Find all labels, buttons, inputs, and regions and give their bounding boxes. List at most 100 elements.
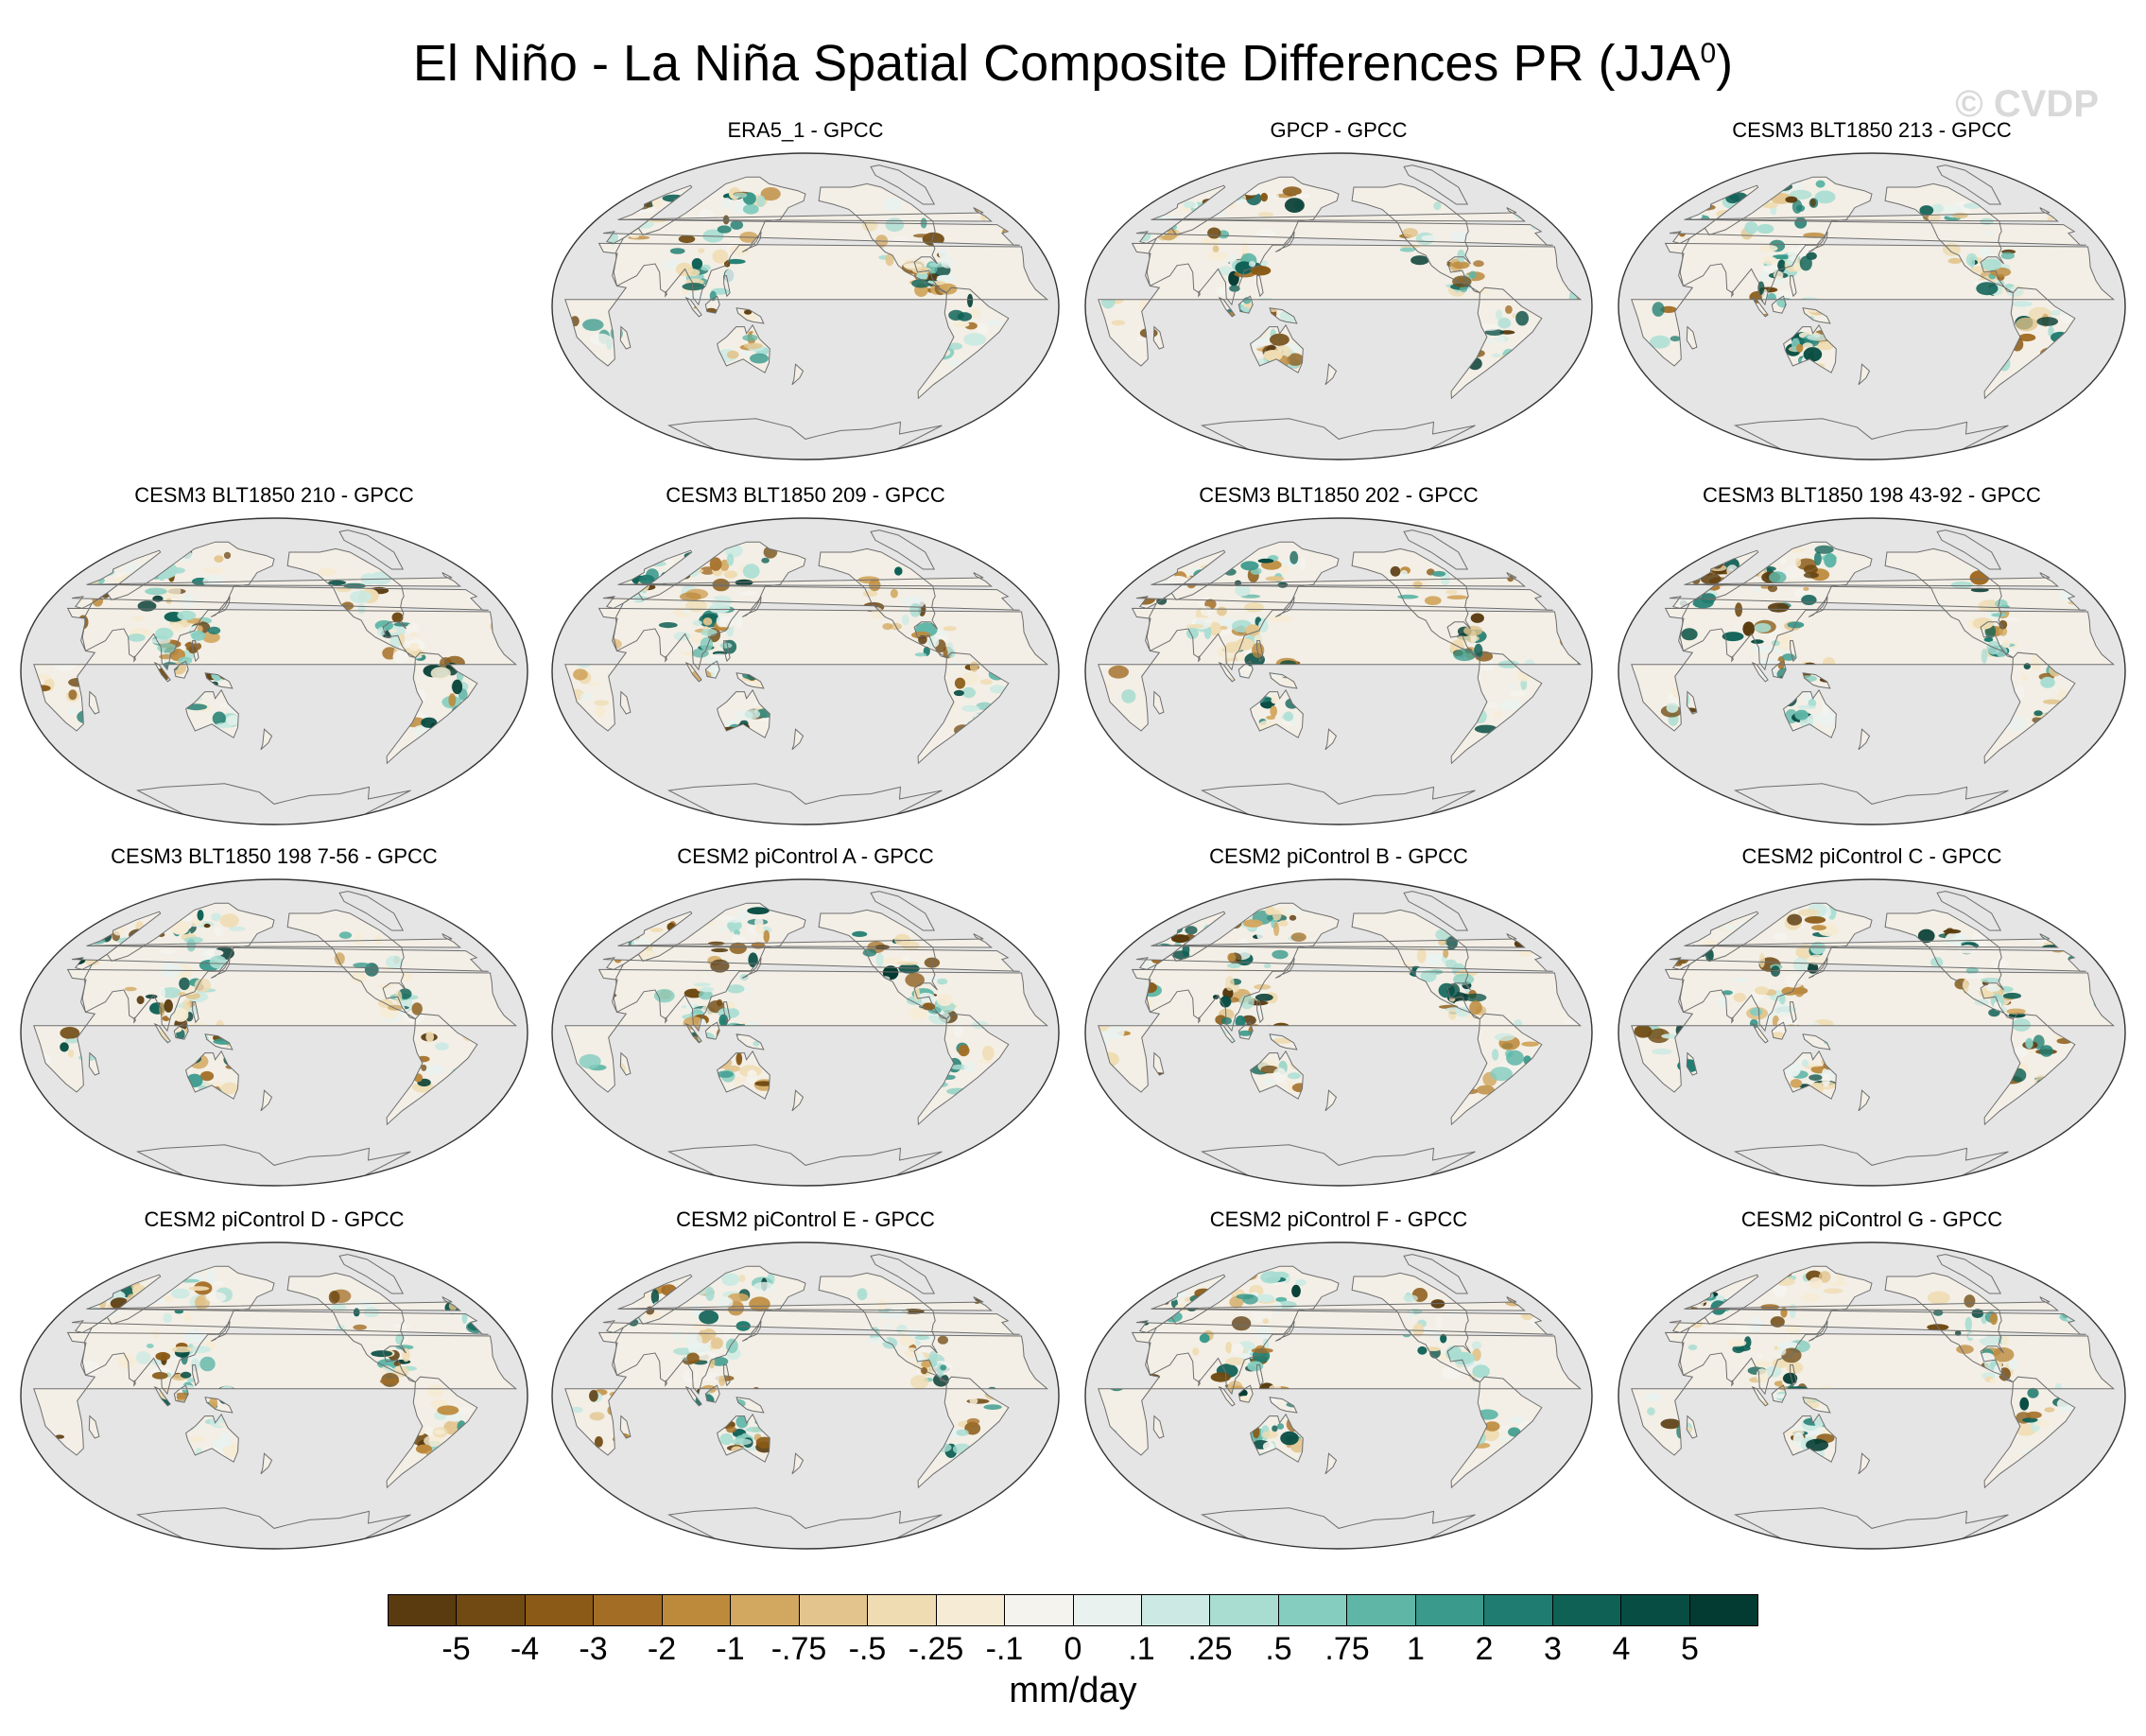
map-outline bbox=[551, 1241, 1060, 1550]
colorbar-box bbox=[799, 1595, 869, 1625]
colorbar-tick-label: 3 bbox=[1544, 1631, 1562, 1667]
coastline bbox=[1983, 1013, 2076, 1126]
world-map bbox=[551, 1241, 1060, 1550]
coastline bbox=[1351, 909, 1480, 1020]
coastline bbox=[1256, 275, 1264, 298]
coastline bbox=[613, 176, 806, 306]
panel-title: CESM3 BLT1850 209 - GPCC bbox=[666, 483, 945, 507]
coastline bbox=[818, 1272, 947, 1383]
coastline bbox=[666, 1144, 943, 1186]
coastline bbox=[1686, 1415, 1698, 1439]
land-japan bbox=[1809, 957, 1828, 979]
coastline bbox=[1351, 547, 1480, 659]
world-map bbox=[1618, 152, 2126, 460]
coastline bbox=[1783, 1050, 1837, 1100]
map-outline bbox=[1618, 152, 2126, 460]
coastline bbox=[791, 1452, 805, 1475]
coastline bbox=[1808, 231, 1828, 252]
colorbar-box bbox=[731, 1595, 800, 1625]
colorbar-tick-label: -.1 bbox=[985, 1631, 1024, 1667]
coastline bbox=[1200, 418, 1476, 460]
coastline bbox=[1669, 911, 2086, 972]
map-outline bbox=[1084, 878, 1593, 1187]
coastline bbox=[666, 418, 943, 460]
coastline bbox=[81, 1265, 275, 1396]
colorbar bbox=[388, 1594, 1758, 1626]
coastline bbox=[135, 1144, 411, 1186]
coastline bbox=[1731, 1380, 1734, 1387]
coastline bbox=[1733, 418, 2009, 460]
land-nz bbox=[1324, 1090, 1337, 1111]
map-panel: CESM2 piControl C - GPCC bbox=[1607, 843, 2137, 1193]
colorbar-box bbox=[1621, 1595, 1690, 1625]
coastline bbox=[1684, 207, 2059, 222]
coastline bbox=[1450, 1376, 1543, 1489]
world-map bbox=[20, 1241, 528, 1550]
coastline bbox=[1679, 902, 1873, 1033]
coastline bbox=[1802, 1397, 1831, 1414]
coastline bbox=[613, 541, 806, 671]
land-japan bbox=[742, 231, 762, 252]
map-panel: CESM2 piControl F - GPCC bbox=[1074, 1207, 1603, 1556]
coastline bbox=[260, 728, 273, 751]
coastline bbox=[1098, 1331, 1583, 1456]
colorbar-box bbox=[1347, 1595, 1416, 1625]
coastline bbox=[736, 1397, 765, 1414]
colorbar-box bbox=[936, 1595, 1006, 1625]
coastline bbox=[33, 607, 518, 732]
coastline bbox=[1269, 307, 1298, 324]
coastline bbox=[665, 655, 667, 663]
world-map bbox=[1618, 517, 2126, 825]
coastline bbox=[1783, 323, 1837, 373]
coastline bbox=[717, 1413, 770, 1463]
colorbar-box bbox=[525, 1595, 595, 1625]
coastline bbox=[1256, 640, 1264, 663]
coastline bbox=[1858, 1089, 1871, 1112]
coastline bbox=[260, 1089, 273, 1112]
coastline bbox=[135, 1507, 411, 1549]
colorbar-tick-label: -5 bbox=[441, 1631, 471, 1667]
coastline bbox=[1983, 286, 2076, 400]
coastline bbox=[1403, 1254, 1469, 1294]
coastline bbox=[192, 640, 199, 663]
coastline bbox=[717, 1050, 770, 1100]
coastline bbox=[1269, 1397, 1298, 1414]
coastline bbox=[1146, 176, 1340, 306]
land-japan bbox=[211, 596, 231, 617]
map-outline bbox=[1618, 1241, 2126, 1550]
coastline bbox=[1771, 1384, 1787, 1403]
land-greenland bbox=[1937, 165, 2001, 204]
map-outline bbox=[1084, 517, 1593, 825]
coastline bbox=[204, 672, 234, 689]
coastline bbox=[717, 688, 770, 738]
panel-title: CESM2 piControl D - GPCC bbox=[144, 1207, 405, 1231]
coastline bbox=[338, 1254, 405, 1294]
colorbar-box bbox=[1005, 1595, 1074, 1625]
coastline bbox=[818, 909, 947, 1020]
coastline bbox=[1198, 290, 1201, 298]
colorbar-box bbox=[1141, 1595, 1211, 1625]
colorbar-tick-label: -4 bbox=[510, 1631, 540, 1667]
coastline bbox=[81, 902, 275, 1033]
coastline bbox=[723, 1001, 731, 1024]
land-japan bbox=[1809, 1320, 1828, 1342]
coastline bbox=[1146, 541, 1340, 671]
coastline bbox=[613, 902, 806, 1033]
coastline bbox=[791, 363, 805, 386]
coastline bbox=[1731, 1016, 1734, 1024]
coastline bbox=[1450, 651, 1543, 765]
coastline bbox=[1135, 549, 1553, 611]
coastline bbox=[1256, 1364, 1264, 1387]
land-japan bbox=[1275, 596, 1295, 617]
coastline bbox=[1733, 783, 2009, 825]
coastline bbox=[602, 184, 1020, 246]
land-japan bbox=[742, 957, 762, 979]
colorbar-tick-label: .5 bbox=[1265, 1631, 1292, 1667]
coastline bbox=[153, 1385, 171, 1407]
coastline bbox=[1351, 1272, 1480, 1383]
coastline bbox=[818, 182, 947, 294]
coastline bbox=[619, 690, 632, 715]
coastline bbox=[1858, 363, 1871, 386]
land-greenland bbox=[339, 891, 404, 930]
map-panel: CESM3 BLT1850 198 43-92 - GPCC bbox=[1607, 482, 2137, 832]
